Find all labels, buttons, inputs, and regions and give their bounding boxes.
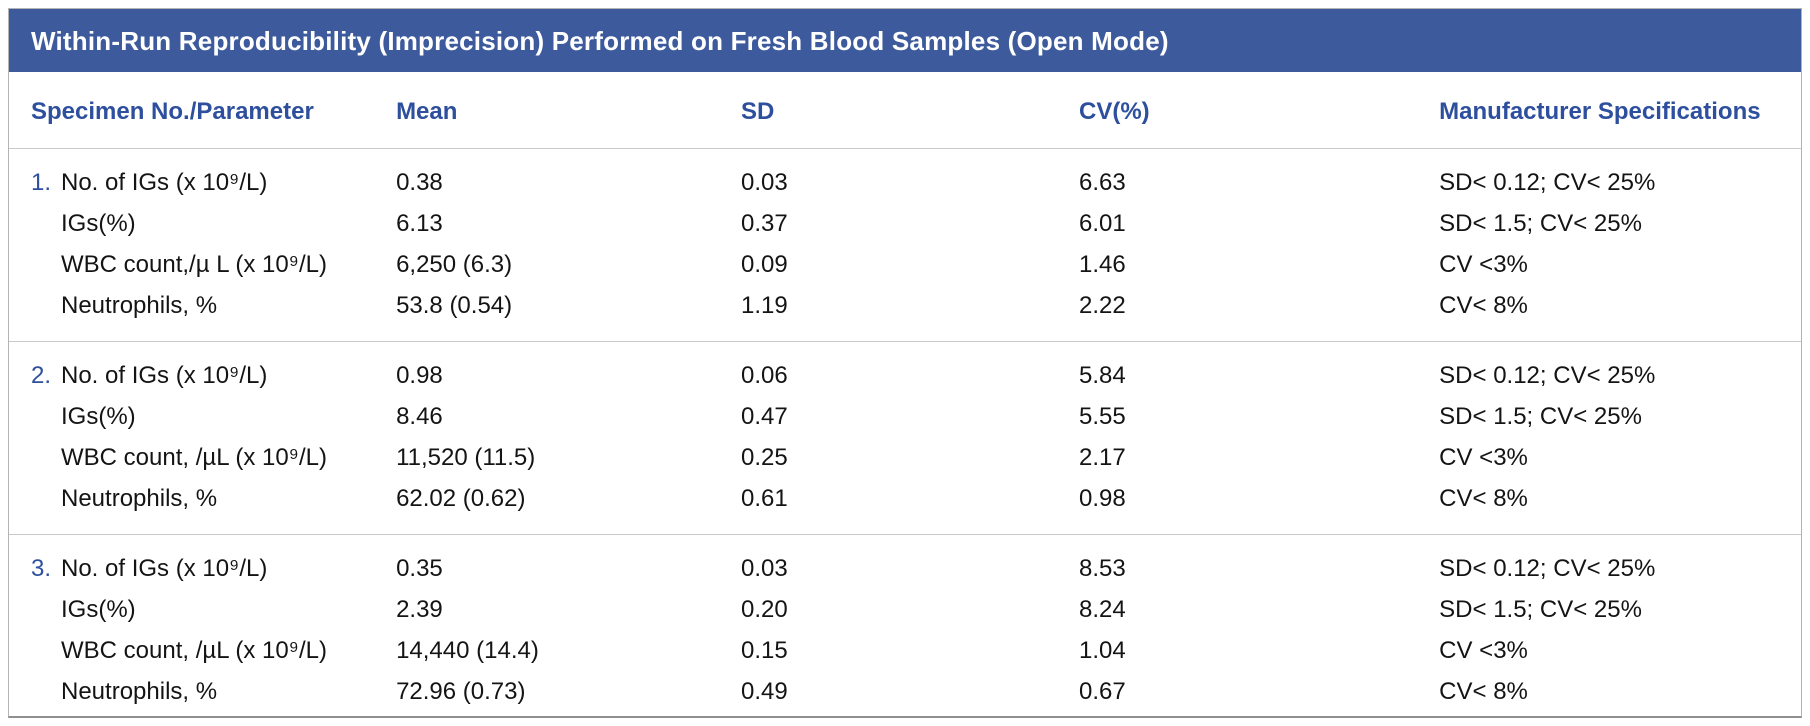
- sd-value: 0.37: [741, 210, 788, 237]
- column-header-mean: Mean: [396, 98, 458, 125]
- sd-value: 0.20: [741, 596, 788, 623]
- spec-value: SD< 1.5; CV< 25%: [1439, 596, 1642, 623]
- specimen-number: 2.: [31, 362, 52, 389]
- spec-value: CV <3%: [1439, 637, 1528, 664]
- sd-value: 0.09: [741, 251, 788, 278]
- spec-value: SD< 0.12; CV< 25%: [1439, 169, 1656, 196]
- specimen-number-spacer: [31, 244, 61, 285]
- sd-value: 1.19: [741, 292, 788, 319]
- table-row: WBC count,/µ L (x 10⁹/L) 6,250 (6.3) 0.0…: [9, 244, 1801, 285]
- specimen-number-spacer: [31, 203, 61, 244]
- table-row: 2. No. of IGs (x 10⁹/L) 0.98 0.06 5.84 S…: [9, 355, 1801, 396]
- mean-value: 14,440 (14.4): [396, 637, 539, 664]
- cv-value: 5.55: [1078, 403, 1126, 430]
- sd-value: 0.15: [741, 637, 788, 664]
- spec-value: CV <3%: [1439, 444, 1528, 471]
- cv-value: 2.22: [1078, 292, 1126, 319]
- specimen-number-spacer: [31, 589, 61, 630]
- sd-value: 0.47: [741, 403, 788, 430]
- parameter-label: No. of IGs (x 10⁹/L): [61, 555, 268, 582]
- parameter-label: WBC count, /µL (x 10⁹/L): [61, 637, 327, 664]
- specimen-number-spacer: [31, 437, 61, 478]
- spec-value: CV< 8%: [1439, 485, 1528, 512]
- parameter-label: No. of IGs (x 10⁹/L): [61, 362, 268, 389]
- cv-value: 1.04: [1078, 637, 1126, 664]
- sd-value: 0.03: [741, 169, 788, 196]
- table-row: IGs(%) 8.46 0.47 5.55 SD< 1.5; CV< 25%: [9, 396, 1801, 437]
- specimen-group-1: 1. No. of IGs (x 10⁹/L) 0.38 0.03 6.63 S…: [9, 149, 1801, 341]
- mean-value: 0.98: [396, 362, 443, 389]
- mean-value: 62.02 (0.62): [396, 485, 526, 512]
- table-row: Neutrophils, % 53.8 (0.54) 1.19 2.22 CV<…: [9, 285, 1801, 326]
- parameter-label: IGs(%): [61, 403, 136, 430]
- parameter-label: IGs(%): [61, 596, 136, 623]
- sd-value: 0.61: [741, 485, 788, 512]
- specimen-group-3: 3. No. of IGs (x 10⁹/L) 0.35 0.03 8.53 S…: [9, 534, 1801, 716]
- cv-value: 0.67: [1078, 678, 1126, 705]
- table-row: Neutrophils, % 62.02 (0.62) 0.61 0.98 CV…: [9, 478, 1801, 519]
- table-row: 1. No. of IGs (x 10⁹/L) 0.38 0.03 6.63 S…: [9, 162, 1801, 203]
- spec-value: CV <3%: [1439, 251, 1528, 278]
- mean-value: 11,520 (11.5): [396, 444, 536, 471]
- specimen-number-spacer: [31, 396, 61, 437]
- specimen-number-spacer: [31, 285, 61, 326]
- cv-value: 2.17: [1078, 444, 1126, 471]
- cv-value: 8.24: [1078, 596, 1126, 623]
- specimen-group-2: 2. No. of IGs (x 10⁹/L) 0.98 0.06 5.84 S…: [9, 341, 1801, 534]
- column-header-cv: CV(%): [1078, 98, 1150, 125]
- sd-value: 0.25: [741, 444, 788, 471]
- specimen-number: 1.: [31, 169, 52, 196]
- parameter-label: WBC count, /µL (x 10⁹/L): [61, 444, 327, 471]
- parameter-label: No. of IGs (x 10⁹/L): [61, 169, 268, 196]
- spec-value: CV< 8%: [1439, 292, 1528, 319]
- table-row: Neutrophils, % 72.96 (0.73) 0.49 0.67 CV…: [9, 671, 1801, 712]
- cv-value: 6.01: [1078, 210, 1126, 237]
- cv-value: 0.98: [1078, 485, 1126, 512]
- table-row: WBC count, /µL (x 10⁹/L) 11,520 (11.5) 0…: [9, 437, 1801, 478]
- spec-value: CV< 8%: [1439, 678, 1528, 705]
- table-row: IGs(%) 2.39 0.20 8.24 SD< 1.5; CV< 25%: [9, 589, 1801, 630]
- mean-value: 53.8 (0.54): [396, 292, 513, 319]
- column-header-manufacturer-specs: Manufacturer Specifications: [1439, 98, 1761, 125]
- mean-value: 72.96 (0.73): [396, 678, 526, 705]
- cv-value: 8.53: [1078, 555, 1126, 582]
- specimen-number: 3.: [31, 555, 52, 582]
- specimen-number-spacer: [31, 630, 61, 671]
- reproducibility-table: Within-Run Reproducibility (Imprecision)…: [8, 8, 1802, 718]
- specimen-number-spacer: [31, 478, 61, 519]
- parameter-label: Neutrophils, %: [61, 292, 218, 319]
- sd-value: 0.03: [741, 555, 788, 582]
- spec-value: SD< 1.5; CV< 25%: [1439, 210, 1642, 237]
- parameter-label: Neutrophils, %: [61, 485, 218, 512]
- sd-value: 0.49: [741, 678, 788, 705]
- cv-value: 5.84: [1078, 362, 1126, 389]
- mean-value: 6,250 (6.3): [396, 251, 513, 278]
- table-row: WBC count, /µL (x 10⁹/L) 14,440 (14.4) 0…: [9, 630, 1801, 671]
- table-title: Within-Run Reproducibility (Imprecision)…: [9, 9, 1801, 72]
- cv-value: 6.63: [1078, 169, 1126, 196]
- mean-value: 0.38: [396, 169, 443, 196]
- sd-value: 0.06: [741, 362, 788, 389]
- table-row: IGs(%) 6.13 0.37 6.01 SD< 1.5; CV< 25%: [9, 203, 1801, 244]
- parameter-label: IGs(%): [61, 210, 136, 237]
- spec-value: SD< 0.12; CV< 25%: [1439, 362, 1656, 389]
- mean-value: 2.39: [396, 596, 443, 623]
- column-header-row: Specimen No./Parameter Mean SD CV(%) Man…: [9, 72, 1801, 149]
- mean-value: 0.35: [396, 555, 443, 582]
- spec-value: SD< 1.5; CV< 25%: [1439, 403, 1642, 430]
- spec-value: SD< 0.12; CV< 25%: [1439, 555, 1656, 582]
- table-row: 3. No. of IGs (x 10⁹/L) 0.35 0.03 8.53 S…: [9, 548, 1801, 589]
- column-header-specimen: Specimen No./Parameter: [31, 98, 314, 125]
- parameter-label: WBC count,/µ L (x 10⁹/L): [61, 251, 327, 278]
- column-header-sd: SD: [741, 98, 775, 125]
- mean-value: 6.13: [396, 210, 443, 237]
- specimen-number-spacer: [31, 671, 61, 712]
- parameter-label: Neutrophils, %: [61, 678, 218, 705]
- mean-value: 8.46: [396, 403, 443, 430]
- cv-value: 1.46: [1078, 251, 1126, 278]
